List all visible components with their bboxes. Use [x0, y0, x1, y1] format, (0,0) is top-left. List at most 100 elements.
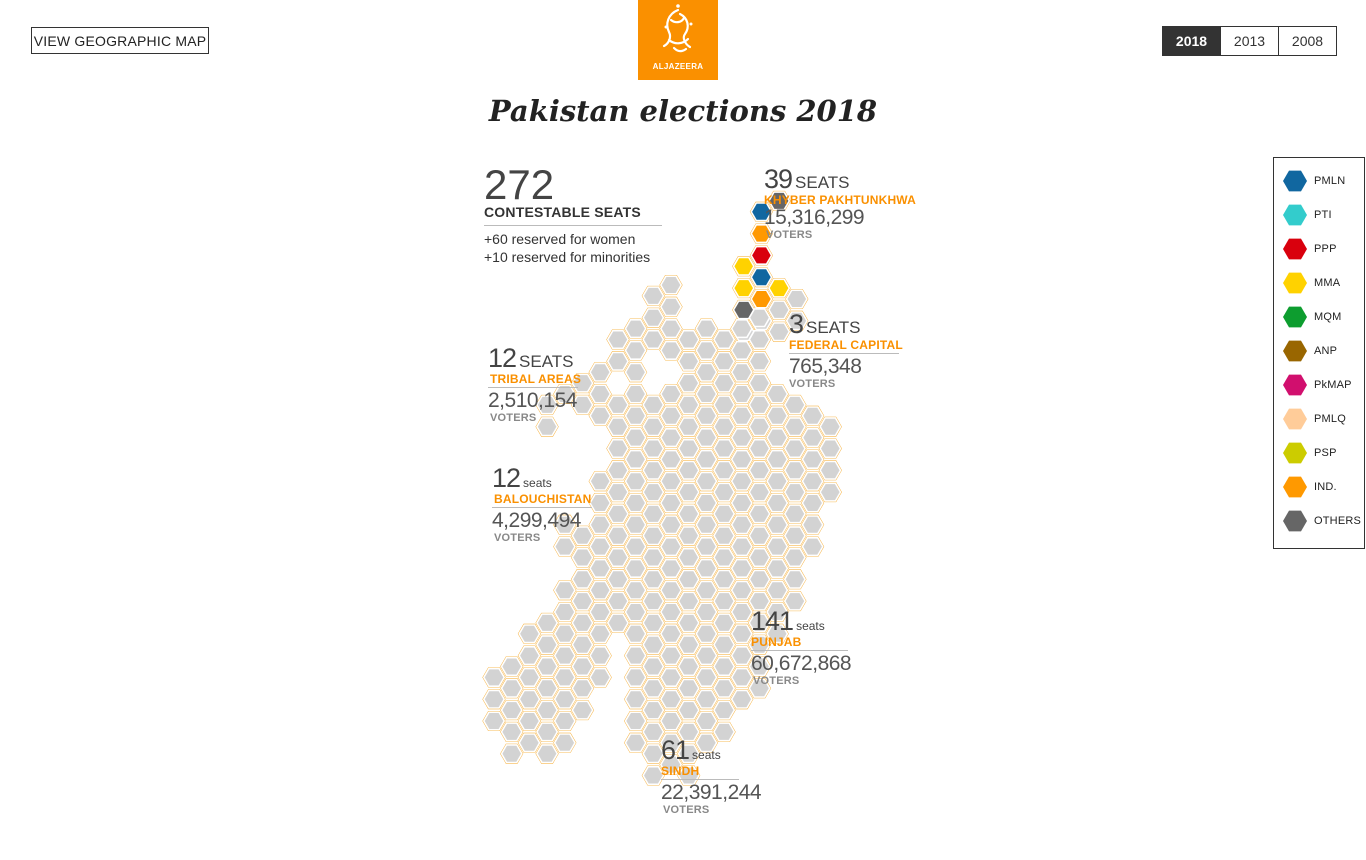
seat-hex[interactable] [730, 406, 753, 426]
seat-hex[interactable] [624, 515, 647, 535]
seat-hex[interactable] [589, 384, 612, 404]
seat-hex[interactable] [642, 329, 665, 350]
seat-hex[interactable] [750, 224, 773, 244]
seat-hex[interactable] [712, 438, 736, 459]
seat-hex[interactable] [606, 482, 630, 502]
seat-hex[interactable] [695, 515, 718, 535]
year-2008-tab[interactable]: 2008 [1278, 27, 1336, 55]
seat-hex[interactable] [677, 460, 700, 480]
seat-hex[interactable] [571, 635, 594, 655]
seat-hex[interactable] [589, 406, 612, 426]
seat-hex[interactable] [606, 569, 630, 589]
seat-hex[interactable] [571, 700, 594, 720]
seat-hex[interactable] [695, 406, 718, 426]
seat-hex[interactable] [659, 689, 683, 709]
seat-hex[interactable] [730, 493, 753, 513]
seat-hex[interactable] [730, 384, 753, 404]
seat-hex[interactable] [659, 667, 683, 688]
seat-hex[interactable] [642, 526, 665, 546]
seat-hex[interactable] [783, 460, 807, 480]
seat-hex[interactable] [801, 427, 824, 448]
seat-hex[interactable] [750, 289, 773, 309]
seat-hex[interactable] [748, 569, 771, 589]
seat-hex[interactable] [642, 765, 665, 786]
seat-hex[interactable] [766, 406, 789, 426]
seat-hex[interactable] [750, 202, 773, 222]
seat-hex[interactable] [659, 471, 683, 491]
seat-hex[interactable] [553, 580, 576, 600]
seat-hex[interactable] [642, 308, 665, 328]
seat-hex[interactable] [535, 678, 559, 698]
seat-hex[interactable] [659, 297, 683, 317]
seat-hex[interactable] [712, 460, 736, 480]
seat-hex[interactable] [730, 515, 753, 535]
seat-hex[interactable] [589, 645, 612, 666]
seat-hex[interactable] [730, 340, 753, 361]
seat-hex[interactable] [642, 569, 665, 589]
seat-hex[interactable] [624, 406, 647, 426]
seat-hex[interactable] [659, 515, 683, 535]
seat-hex[interactable] [606, 504, 630, 524]
seat-hex[interactable] [695, 645, 718, 666]
seat-hex[interactable] [783, 417, 807, 437]
seat-hex[interactable] [642, 700, 665, 720]
seat-hex[interactable] [535, 635, 559, 655]
seat-hex[interactable] [819, 460, 842, 480]
seat-hex[interactable] [553, 667, 576, 688]
seat-hex[interactable] [624, 384, 647, 404]
seat-hex[interactable] [748, 351, 771, 371]
seat-hex[interactable] [767, 278, 791, 298]
seat-hex[interactable] [677, 613, 700, 633]
seat-hex[interactable] [801, 449, 824, 470]
seat-hex[interactable] [783, 591, 807, 611]
seat-hex[interactable] [500, 656, 523, 677]
seat-hex[interactable] [695, 427, 718, 448]
seat-hex[interactable] [730, 449, 753, 470]
seat-hex[interactable] [624, 362, 647, 382]
seat-hex[interactable] [606, 591, 630, 611]
seat-hex[interactable] [589, 558, 612, 579]
seat-hex[interactable] [750, 245, 773, 266]
seat-hex[interactable] [695, 318, 718, 339]
seat-hex[interactable] [766, 493, 789, 513]
seat-hex[interactable] [642, 656, 665, 677]
seat-hex[interactable] [801, 406, 824, 426]
seat-hex[interactable] [677, 678, 700, 698]
seat-hex[interactable] [819, 438, 842, 459]
seat-hex[interactable] [819, 482, 842, 502]
seat-hex[interactable] [730, 602, 753, 622]
seat-hex[interactable] [571, 547, 594, 568]
seat-hex[interactable] [766, 384, 789, 404]
seat-hex[interactable] [642, 504, 665, 524]
seat-hex[interactable] [677, 526, 700, 546]
seat-hex[interactable] [783, 395, 807, 415]
seat-hex[interactable] [553, 536, 576, 557]
seat-hex[interactable] [659, 754, 683, 775]
seat-hex[interactable] [589, 580, 612, 600]
seat-hex[interactable] [589, 667, 612, 688]
seat-hex[interactable] [642, 438, 665, 459]
seat-hex[interactable] [695, 624, 718, 644]
seat-hex[interactable] [766, 558, 789, 579]
seat-hex[interactable] [712, 635, 736, 655]
seat-hex[interactable] [677, 395, 700, 415]
seat-hex[interactable] [659, 427, 683, 448]
seat-hex[interactable] [712, 722, 736, 742]
seat-hex[interactable] [677, 373, 700, 393]
seat-hex[interactable] [677, 482, 700, 502]
seat-hex[interactable] [482, 667, 506, 688]
seat-hex[interactable] [695, 471, 718, 491]
seat-hex[interactable] [766, 515, 789, 535]
seat-hex[interactable] [553, 602, 576, 622]
seat-hex[interactable] [730, 536, 753, 557]
seat-hex[interactable] [624, 493, 647, 513]
seat-hex[interactable] [766, 471, 789, 491]
seat-hex[interactable] [553, 733, 576, 753]
seat-hex[interactable] [642, 286, 665, 306]
seat-hex[interactable] [659, 602, 683, 622]
seat-hex[interactable] [695, 536, 718, 557]
seat-hex[interactable] [748, 395, 771, 415]
seat-hex[interactable] [677, 722, 700, 742]
seat-hex[interactable] [642, 635, 665, 655]
seat-hex[interactable] [553, 645, 576, 666]
